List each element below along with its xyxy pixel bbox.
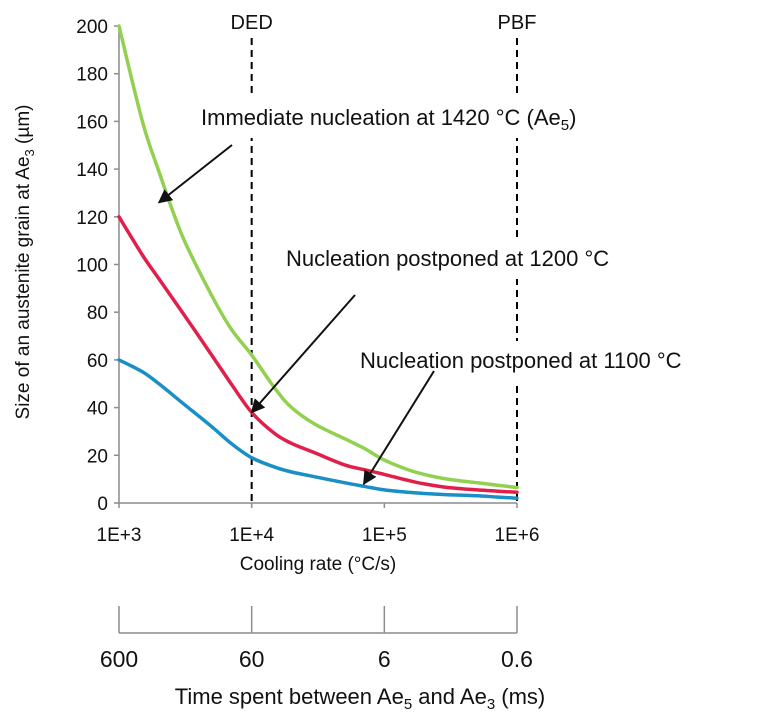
x-tick-label: 1E+3	[97, 525, 142, 546]
secondary-axis: 600 60 6 0.6 Time spent between Ae5 and Ae3…	[100, 606, 545, 713]
secondary-axis-ticks: 600 60 6 0.6	[100, 606, 533, 672]
x-ticks: 1E+3 1E+4 1E+5 1E+6	[97, 503, 540, 546]
secondary-axis-title-b: and Ae	[412, 684, 487, 709]
secondary-tick-label: 60	[239, 646, 265, 672]
annotation-label: Nucleation postponed at 1100 °C	[360, 348, 682, 373]
annotation-arrow	[157, 144, 233, 204]
y-axis-title-main: Size of an austenite grain at Ae	[13, 156, 34, 419]
annotation-arrow	[250, 294, 356, 414]
annotation-text: Nucleation postponed at 1200 °C	[286, 246, 609, 271]
annotation-background	[196, 98, 682, 138]
series-group	[117, 24, 519, 500]
y-axis-title: Size of an austenite grain at Ae3 (µm)	[13, 105, 37, 420]
annotations: Immediate nucleation at 1420 °C (Ae5) Nuc…	[157, 98, 770, 486]
x-tick-label: 1E+6	[495, 525, 540, 546]
series-line-1	[117, 24, 519, 490]
secondary-tick-label: 600	[100, 646, 138, 672]
series-line-3	[117, 358, 519, 500]
y-tick-label: 140	[76, 160, 108, 181]
series-line-2	[117, 215, 519, 495]
secondary-tick-label: 0.6	[501, 646, 533, 672]
annotation-arrow	[362, 370, 435, 486]
annotation-text: Immediate nucleation at 1420 °C (Ae	[201, 105, 561, 130]
secondary-axis-title: Time spent between Ae5 and Ae3 (ms)	[175, 684, 546, 713]
secondary-axis-title-a: Time spent between Ae	[175, 684, 404, 709]
annotation-label: Nucleation postponed at 1200 °C	[286, 246, 609, 271]
y-axis-title-sub: 3	[22, 149, 37, 156]
secondary-axis-title-sub2: 3	[487, 696, 495, 713]
y-tick-label: 100	[76, 256, 108, 277]
annotation-background	[280, 239, 704, 279]
annotation-background	[354, 341, 770, 381]
y-tick-label: 180	[76, 65, 108, 86]
y-ticks: 0 20 40 60 80 100 120 140 160 180 200	[76, 17, 119, 515]
x-tick-label: 1E+5	[362, 525, 407, 546]
y-tick-label: 80	[87, 303, 108, 324]
annotation-label: Immediate nucleation at 1420 °C (Ae5)	[201, 105, 576, 134]
secondary-tick-label: 6	[378, 646, 391, 672]
secondary-axis-title-sub1: 5	[404, 696, 412, 713]
y-tick-label: 120	[76, 208, 108, 229]
annotation-text: Nucleation postponed at 1100 °C	[360, 348, 682, 373]
reference-label-pbf: PBF	[498, 12, 537, 34]
secondary-axis-title-c: (ms)	[495, 684, 545, 709]
y-tick-label: 20	[87, 446, 108, 467]
x-axis-title: Cooling rate (°C/s)	[240, 554, 396, 575]
annotation-tail: )	[569, 105, 576, 130]
x-tick-label: 1E+4	[229, 525, 274, 546]
y-tick-label: 60	[87, 351, 108, 372]
y-tick-label: 200	[76, 17, 108, 38]
annotation-subscript: 5	[561, 117, 569, 134]
reference-label-ded: DED	[231, 12, 273, 34]
y-tick-label: 40	[87, 399, 108, 420]
y-tick-label: 0	[97, 494, 108, 515]
y-axis-title-tail: (µm)	[13, 105, 34, 150]
y-tick-label: 160	[76, 112, 108, 133]
